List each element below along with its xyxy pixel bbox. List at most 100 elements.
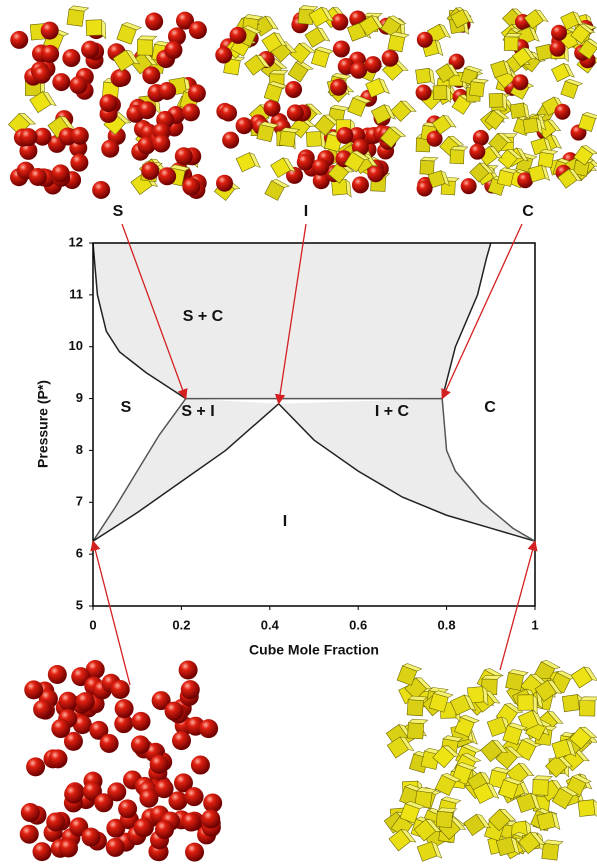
y-tick-label: 5 [76,597,83,612]
y-tick-label: 6 [76,546,83,561]
plot: 00.20.40.60.8156789101112S + CSS + II + … [69,234,539,632]
cube-side [533,776,552,780]
sphere [297,154,314,171]
sphere [139,789,158,808]
sphere [367,165,384,182]
y-tick-label: 9 [76,390,83,405]
cube-side [346,179,351,197]
cube-face [518,695,533,710]
sphere [150,755,169,774]
sphere [352,176,369,193]
sphere [10,31,28,49]
cube-face [433,86,447,100]
sphere [64,785,83,804]
sphere [155,820,174,839]
particle-image [8,5,206,199]
sphere [469,144,485,160]
region-label: C [484,399,496,416]
sphere [134,818,153,837]
cube-face [504,37,518,51]
cube-face [67,9,84,26]
cube-side [580,697,597,701]
sphere [164,41,182,59]
sphere [21,803,40,822]
sphere [46,812,65,831]
cube [450,146,468,164]
sphere [220,105,237,122]
image-label: I [304,203,308,220]
y-tick-label: 11 [69,286,83,301]
sphere [229,27,246,44]
cube [306,131,325,150]
sphere [81,41,99,59]
sphere [287,104,304,121]
sphere [33,700,52,719]
sphere [29,168,47,186]
cube-face [86,20,102,36]
sphere [71,127,89,145]
sphere [179,661,198,680]
cube-face [137,40,153,56]
sphere [512,74,528,90]
sphere [26,757,45,776]
cube [391,98,417,124]
sphere [551,25,567,41]
x-tick-label: 0.6 [349,617,367,632]
sphere [106,838,125,857]
region-label: S + C [183,308,224,325]
chart: 00.20.40.60.8156789101112S + CSS + II + … [0,0,597,867]
y-tick-label: 10 [69,338,83,353]
sphere [51,719,70,738]
sphere [365,56,382,73]
sphere [473,130,489,146]
y-tick-label: 8 [76,442,83,457]
region-label: S + I [181,403,214,420]
cube-face [580,701,596,717]
sphere [113,69,131,87]
sphere [33,66,51,84]
sphere [100,734,119,753]
sphere [189,21,207,39]
sphere [142,66,160,84]
x-tick-label: 0.8 [438,617,456,632]
cube [561,78,583,100]
sphere [52,164,70,182]
sphere [312,159,329,176]
cube-side [421,157,438,161]
cube-face [450,150,464,164]
sphere [138,101,156,119]
cube [571,665,597,691]
sphere [416,85,432,101]
cube [279,127,299,147]
sphere [333,41,350,58]
sphere [182,103,200,121]
sphere [417,32,433,48]
cube-face [436,811,452,827]
particle-image [384,658,597,864]
x-tick-label: 0.2 [172,617,190,632]
region-label: S [121,399,132,416]
sphere [141,162,159,180]
cube-face [542,843,559,860]
cube-side [138,36,157,40]
y-axis-title: Pressure (P*) [35,380,51,468]
y-tick-label: 7 [76,494,83,509]
sphere [191,756,210,775]
y-tick-label: 12 [69,234,83,249]
sphere [199,719,218,738]
cube [265,178,289,202]
cube-face [578,800,595,817]
cube-face [562,694,579,711]
region-label: I [283,513,287,530]
cube [236,151,260,175]
sphere [554,104,570,120]
sphere [20,825,39,844]
cube-face [523,118,539,134]
cube [311,46,333,68]
sphere [236,117,253,134]
sphere [33,842,52,861]
sphere [118,799,137,818]
cube-face [510,103,526,119]
cube [67,5,89,27]
sphere [19,128,37,146]
